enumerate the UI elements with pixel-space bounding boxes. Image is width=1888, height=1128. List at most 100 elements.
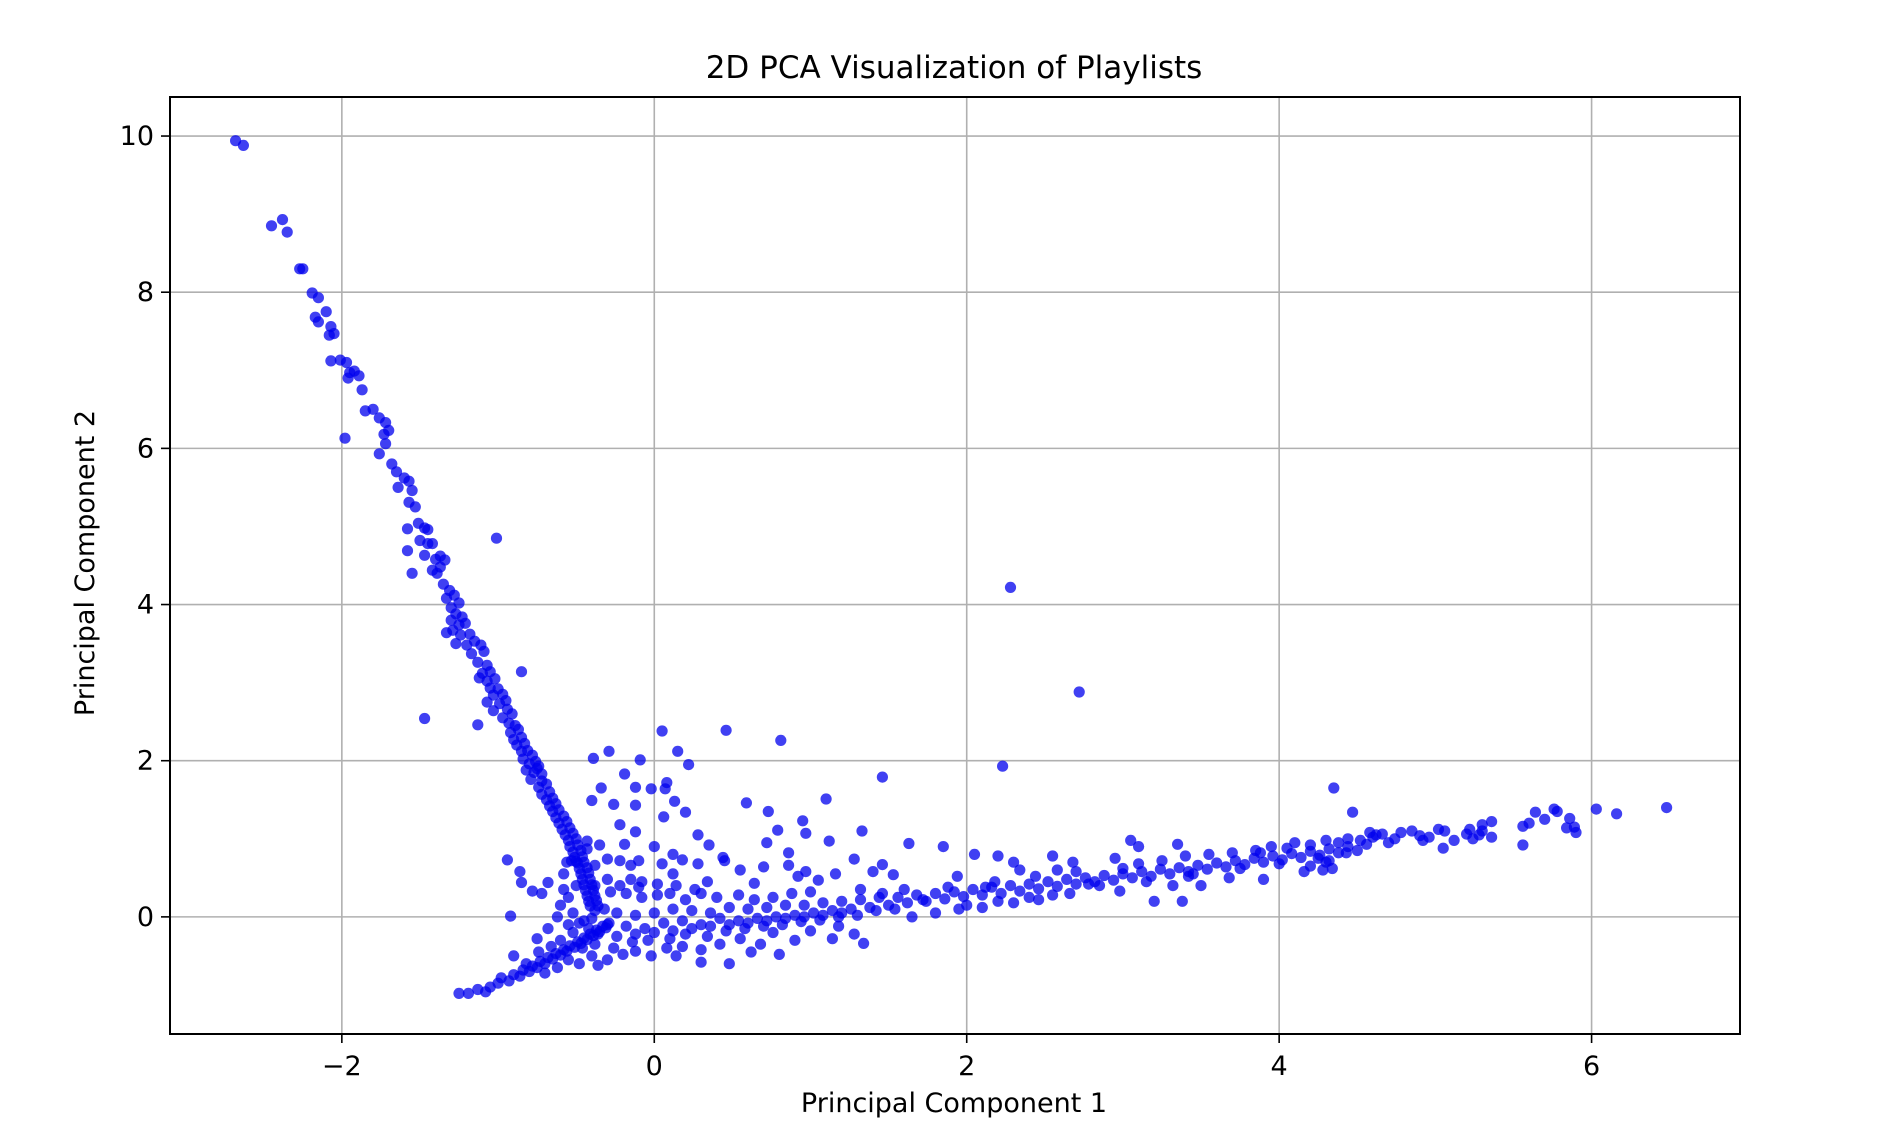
scatter-point bbox=[614, 819, 626, 831]
scatter-point bbox=[773, 948, 785, 961]
scatter-point bbox=[714, 912, 726, 925]
scatter-point bbox=[683, 759, 695, 771]
scatter-point bbox=[554, 899, 567, 911]
scatter-point bbox=[611, 907, 623, 919]
scatter-point bbox=[1281, 842, 1293, 854]
scatter-point bbox=[1226, 847, 1238, 859]
scatter-point bbox=[633, 855, 645, 867]
scatter-point bbox=[1051, 880, 1063, 893]
scatter-point bbox=[1326, 862, 1338, 875]
scatter-point bbox=[281, 226, 293, 238]
scatter-point bbox=[297, 263, 309, 275]
scatter-point bbox=[642, 934, 654, 946]
scatter-point bbox=[1098, 869, 1110, 882]
scatter-point bbox=[1234, 862, 1246, 875]
scatter-point bbox=[659, 783, 671, 795]
scatter-point bbox=[380, 438, 392, 450]
scatter-point bbox=[876, 887, 889, 900]
scatter-point bbox=[237, 139, 249, 151]
scatter-point bbox=[804, 925, 817, 937]
scatter-point bbox=[601, 954, 614, 966]
scatter-point bbox=[1351, 844, 1363, 857]
scatter-point bbox=[409, 501, 421, 513]
scatter-point bbox=[937, 841, 949, 853]
scatter-point bbox=[967, 883, 979, 896]
scatter-point bbox=[565, 855, 578, 867]
scatter-point bbox=[1201, 863, 1213, 875]
scatter-point bbox=[1114, 885, 1126, 897]
scatter-point bbox=[1004, 581, 1017, 594]
scatter-point bbox=[1033, 894, 1045, 906]
scatter-point bbox=[1023, 878, 1035, 890]
scatter-point bbox=[958, 891, 970, 903]
scatter-point bbox=[515, 876, 528, 889]
x-tick-label: 4 bbox=[1271, 1051, 1288, 1082]
scatter-point bbox=[1254, 847, 1266, 859]
scatter-point bbox=[1304, 839, 1316, 851]
scatter-point bbox=[501, 854, 513, 866]
scatter-point bbox=[676, 854, 689, 866]
scatter-point bbox=[625, 873, 637, 886]
scatter-point bbox=[783, 847, 795, 859]
scatter-point bbox=[1140, 876, 1152, 888]
scatter-point bbox=[1033, 883, 1045, 895]
scatter-point bbox=[664, 887, 676, 900]
scatter-point bbox=[1529, 806, 1541, 818]
scatter-point bbox=[692, 829, 704, 841]
scatter-point bbox=[751, 912, 764, 925]
scatter-point bbox=[670, 880, 682, 892]
scatter-point bbox=[667, 868, 679, 880]
scatter-point bbox=[1517, 839, 1529, 851]
scatter-point bbox=[539, 967, 551, 979]
scatter-point bbox=[455, 629, 467, 641]
scatter-point bbox=[672, 745, 684, 757]
scatter-point bbox=[1187, 868, 1199, 880]
scatter-point bbox=[551, 962, 564, 974]
scatter-point bbox=[353, 370, 365, 382]
scatter-point bbox=[419, 549, 431, 561]
scatter-point bbox=[979, 881, 992, 893]
scatter-point bbox=[679, 928, 692, 940]
scatter-point bbox=[679, 806, 692, 818]
scatter-point bbox=[1539, 813, 1551, 825]
scatter-point bbox=[1164, 868, 1176, 880]
scatter-point bbox=[858, 937, 870, 950]
scatter-point bbox=[1051, 864, 1063, 876]
scatter-point bbox=[761, 901, 773, 914]
scatter-point bbox=[1167, 880, 1179, 892]
scatter-point bbox=[570, 880, 582, 892]
scatter-point bbox=[1461, 828, 1473, 840]
scatter-point bbox=[603, 745, 615, 757]
scatter-point bbox=[1312, 852, 1324, 864]
scatter-point bbox=[1486, 816, 1498, 828]
scatter-point bbox=[1376, 828, 1388, 840]
scatter-point bbox=[686, 905, 698, 917]
scatter-point bbox=[740, 797, 753, 809]
scatter-point bbox=[472, 656, 484, 668]
scatter-point bbox=[1133, 858, 1145, 870]
scatter-point bbox=[1192, 859, 1204, 871]
scatter-point bbox=[1023, 891, 1035, 904]
scatter-point bbox=[514, 866, 526, 878]
scatter-point bbox=[1382, 837, 1395, 849]
scatter-point bbox=[733, 915, 745, 927]
scatter-point bbox=[525, 773, 537, 786]
scatter-point bbox=[854, 883, 867, 896]
scatter-point bbox=[800, 827, 812, 839]
scatter-point bbox=[401, 545, 414, 557]
scatter-point bbox=[551, 911, 564, 923]
scatter-point bbox=[1590, 803, 1602, 815]
scatter-point bbox=[614, 880, 626, 892]
scatter-point bbox=[833, 911, 845, 923]
y-tick-label: 0 bbox=[137, 902, 154, 933]
scatter-point bbox=[500, 695, 512, 707]
scatter-point bbox=[1211, 857, 1223, 869]
scatter-point bbox=[1070, 878, 1082, 890]
scatter-point bbox=[1156, 855, 1168, 867]
scatter-point bbox=[1203, 848, 1215, 861]
scatter-point bbox=[629, 945, 642, 957]
scatter-point bbox=[526, 885, 539, 897]
scatter-point bbox=[779, 899, 792, 911]
scatter-point bbox=[323, 329, 335, 341]
scatter-point bbox=[587, 752, 600, 765]
